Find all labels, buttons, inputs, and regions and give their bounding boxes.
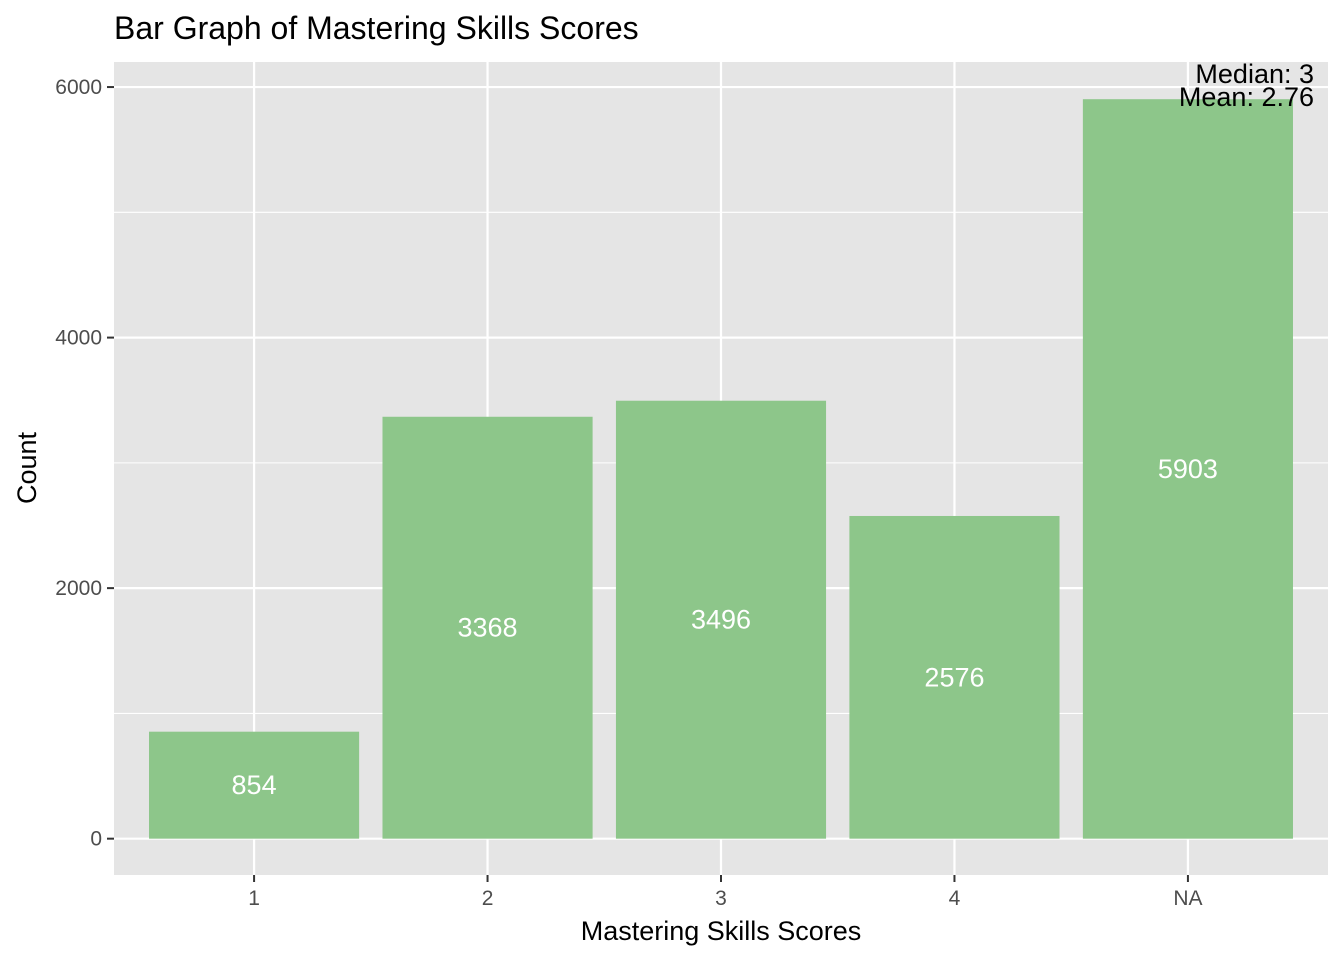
bars: [149, 99, 1293, 839]
y-axis-title: Count: [12, 431, 42, 504]
x-axis-title: Mastering Skills Scores: [581, 916, 862, 946]
bar-value-label: 2576: [924, 662, 984, 692]
x-tick-label: 3: [715, 887, 727, 910]
x-tick-label: NA: [1173, 887, 1202, 910]
y-axis: 0 2000 4000 6000: [55, 76, 114, 851]
x-tick-label: 4: [949, 887, 961, 910]
median-annotation: Median: 3: [1195, 59, 1314, 89]
y-tick-label: 0: [90, 828, 102, 851]
bar-value-label: 854: [232, 770, 277, 800]
bar-1: [149, 731, 360, 839]
bar-NA: [1082, 99, 1293, 839]
y-tick-label: 4000: [55, 327, 102, 350]
bar-value-label: 3368: [457, 613, 517, 643]
bar-value-label: 3496: [691, 605, 751, 635]
bar-3: [615, 400, 827, 839]
y-tick-label: 2000: [55, 577, 102, 600]
x-tick-label: 1: [248, 887, 260, 910]
bar-4: [849, 515, 1060, 839]
bar-2: [382, 416, 593, 839]
bar-value-label: 5903: [1158, 454, 1218, 484]
chart-title: Bar Graph of Mastering Skills Scores: [114, 10, 639, 46]
x-tick-label: 2: [482, 887, 494, 910]
y-tick-label: 6000: [55, 76, 102, 99]
mean-annotation: Mean: 2.76: [1179, 82, 1314, 112]
bar-value-labels: 854 3368 3496 2576 5903: [232, 454, 1218, 800]
x-axis: 1 2 3 4 NA: [248, 875, 1203, 910]
